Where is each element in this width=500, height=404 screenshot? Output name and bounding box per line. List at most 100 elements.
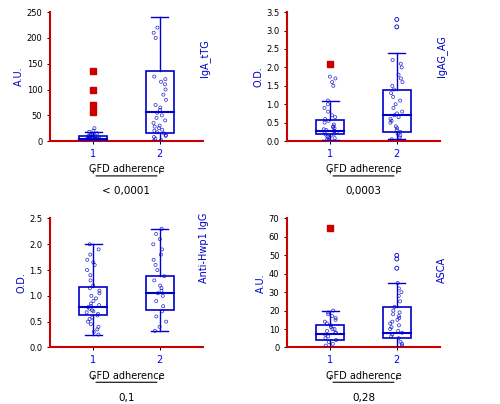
Point [89, 86, 97, 93]
Point [85, 128, 93, 135]
Text: GFD adherence: GFD adherence [88, 370, 164, 381]
Point [160, 130, 168, 137]
Point [324, 133, 332, 140]
Point [94, 326, 102, 332]
Bar [316, 325, 344, 340]
Point [152, 313, 160, 320]
Point [90, 136, 98, 142]
Text: 0,0003: 0,0003 [346, 186, 382, 196]
Point [328, 79, 336, 85]
Point [150, 138, 158, 144]
Point [95, 302, 103, 308]
Point [320, 105, 328, 111]
Point [86, 132, 94, 139]
Point [326, 225, 334, 231]
Point [392, 123, 400, 130]
Point [324, 108, 332, 115]
Point [88, 130, 96, 137]
Point [394, 280, 402, 286]
Point [160, 273, 168, 280]
Point [388, 118, 396, 124]
Point [88, 314, 96, 321]
Point [324, 118, 332, 124]
Point [329, 341, 337, 347]
Point [87, 321, 95, 328]
Point [96, 288, 104, 294]
Point [398, 64, 406, 71]
Point [393, 110, 401, 117]
Point [90, 133, 98, 140]
Point [94, 136, 102, 143]
Point [150, 128, 158, 134]
Point [152, 231, 160, 237]
Point [324, 311, 332, 318]
Point [156, 236, 164, 242]
Point [392, 101, 400, 107]
Point [393, 265, 401, 271]
Point [390, 112, 398, 118]
Point [396, 298, 404, 305]
Point [150, 120, 158, 126]
Point [157, 137, 165, 143]
Point [85, 135, 93, 141]
Point [94, 246, 102, 252]
Point [390, 86, 398, 93]
Point [330, 125, 338, 131]
Point [330, 130, 338, 137]
Point [90, 134, 98, 141]
Y-axis label: O.D.: O.D. [16, 273, 26, 293]
Point [87, 300, 95, 307]
Point [322, 131, 330, 138]
Point [398, 342, 406, 349]
Point [320, 126, 328, 133]
Point [320, 120, 328, 126]
Bar [316, 120, 344, 135]
Point [152, 262, 160, 268]
Point [322, 335, 330, 341]
Point [326, 322, 334, 328]
Point [388, 57, 396, 63]
Point [90, 329, 98, 335]
Point [86, 134, 94, 141]
Point [95, 137, 103, 144]
Point [158, 288, 166, 294]
Point [89, 68, 97, 75]
Point [390, 307, 398, 314]
Point [94, 135, 102, 142]
Point [332, 315, 340, 321]
Point [398, 108, 406, 115]
Point [321, 318, 329, 325]
Point [89, 102, 97, 108]
Point [84, 304, 92, 310]
Point [86, 305, 94, 312]
Point [332, 330, 340, 336]
Point [84, 133, 92, 139]
Point [86, 272, 94, 278]
Point [84, 257, 92, 263]
Point [158, 112, 166, 118]
Point [86, 316, 94, 322]
Point [386, 326, 394, 332]
Point [162, 76, 170, 82]
Text: GFD adherence: GFD adherence [326, 370, 402, 381]
Point [332, 75, 340, 82]
Point [162, 318, 170, 325]
Point [84, 318, 92, 325]
Point [388, 318, 396, 325]
Point [389, 94, 397, 100]
Point [150, 74, 158, 80]
Point [93, 130, 101, 137]
Point [324, 333, 332, 340]
Point [331, 114, 339, 120]
Bar [80, 137, 107, 140]
Point [320, 130, 328, 136]
Point [396, 133, 404, 139]
Point [96, 135, 104, 142]
Point [388, 136, 396, 143]
Point [327, 324, 335, 330]
Point [82, 309, 90, 316]
Text: GFD adherence: GFD adherence [88, 164, 164, 174]
Point [88, 138, 96, 144]
Point [90, 308, 98, 315]
Point [157, 78, 165, 85]
